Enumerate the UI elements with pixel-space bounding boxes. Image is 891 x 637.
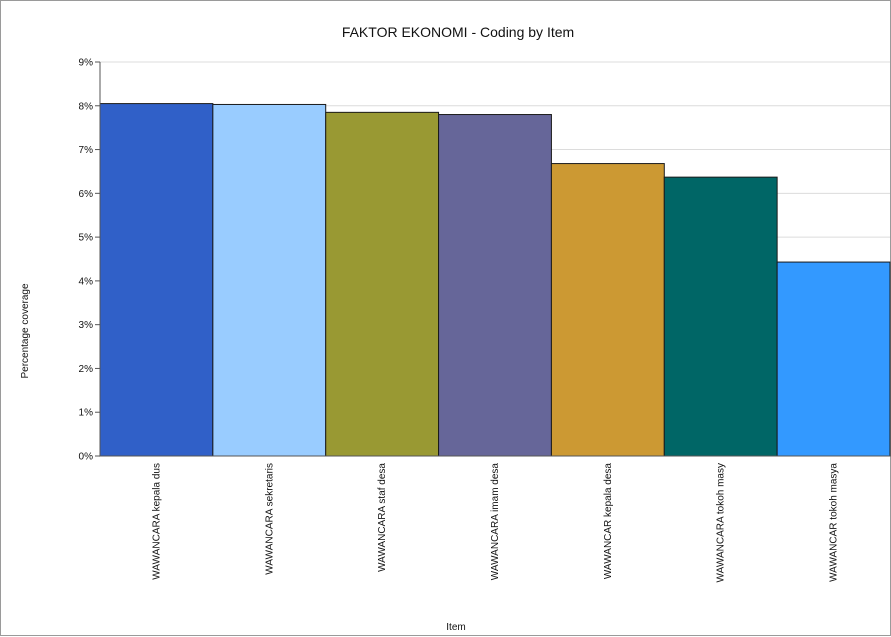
category-label: WAWANCAR tokoh masya (829, 463, 840, 582)
y-axis-label: Percentage coverage (20, 283, 31, 379)
chart-title: FAKTOR EKONOMI - Coding by Item (342, 24, 574, 40)
category-label: WAWANCARA staf desa (377, 463, 388, 572)
y-tick-labels: 0% 1% 2% 3% 4% 5% 6% 7% 8% 9% (79, 58, 94, 463)
y-tick-label: 1% (79, 408, 94, 419)
y-tick-label: 6% (79, 189, 94, 200)
y-tick-label: 9% (79, 58, 94, 69)
y-tick-label: 2% (79, 364, 94, 375)
y-tick-label: 8% (79, 101, 94, 112)
y-tick-label: 3% (79, 320, 94, 331)
category-labels: WAWANCARA kepala dus WAWANCARA sekretaris… (151, 463, 839, 583)
y-tick-label: 5% (79, 233, 94, 244)
bar (99, 103, 214, 457)
category-label: WAWANCARA tokoh masy (716, 463, 727, 582)
axes (99, 62, 890, 457)
bar (550, 163, 665, 457)
bar (212, 103, 327, 457)
category-label: WAWANCARA imam desa (490, 463, 501, 581)
bar (776, 261, 891, 457)
category-label: WAWANCARA kepala dus (151, 463, 162, 580)
x-axis-label: Item (446, 622, 465, 633)
y-tick-label: 0% (79, 452, 94, 463)
category-label: WAWANCARA sekretaris (264, 463, 275, 575)
bar (663, 176, 778, 457)
bar (438, 114, 552, 457)
y-tick-label: 7% (79, 145, 94, 156)
bar (325, 111, 440, 457)
y-tick-label: 4% (79, 276, 94, 287)
category-label: WAWANCAR kepala desa (603, 463, 614, 580)
bars (99, 103, 891, 457)
